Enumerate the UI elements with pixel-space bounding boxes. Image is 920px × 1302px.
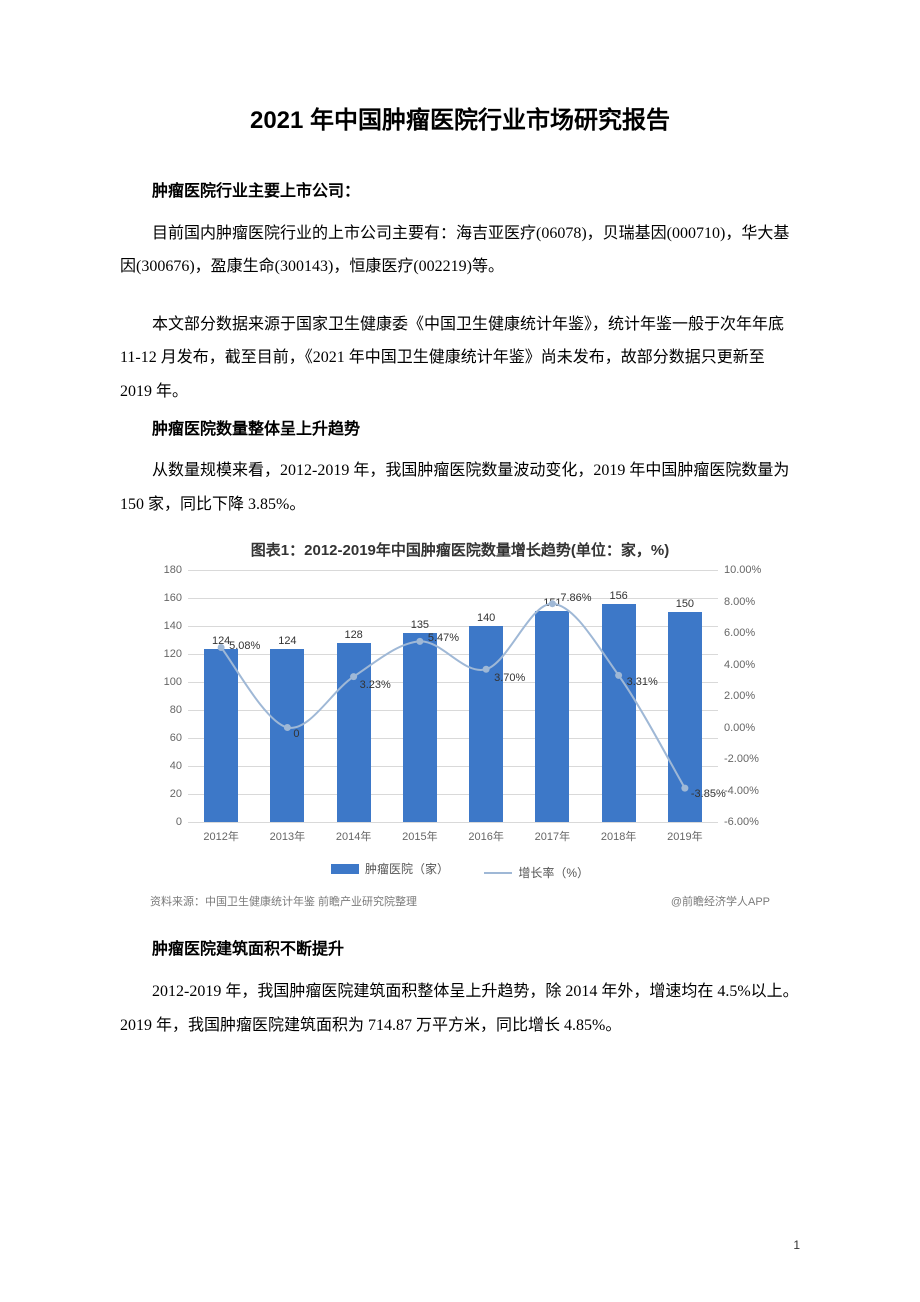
- line-marker: [549, 601, 556, 608]
- chart-plot-area: 020406080100120140160180-6.00%-4.00%-2.0…: [188, 570, 718, 850]
- x-axis-label: 2017年: [535, 828, 570, 844]
- chart-legend: 肿瘤医院（家） 增长率（%）: [150, 860, 770, 881]
- line-marker: [615, 672, 622, 679]
- legend-bar-swatch: [331, 864, 359, 874]
- line-marker: [350, 673, 357, 680]
- y-right-label: 6.00%: [718, 627, 755, 639]
- legend-line-swatch: [484, 872, 512, 874]
- line-marker: [681, 785, 688, 792]
- y-right-label: -6.00%: [718, 816, 759, 828]
- line-value-label: 3.31%: [627, 676, 658, 688]
- y-left-label: 0: [176, 816, 188, 828]
- line-value-label: 3.23%: [360, 679, 391, 691]
- section-heading-trend: 肿瘤医院数量整体呈上升趋势: [120, 413, 800, 447]
- line-value-label: 0: [293, 728, 299, 740]
- legend-line-label: 增长率（%）: [518, 864, 589, 881]
- y-left-label: 180: [164, 564, 188, 576]
- y-right-label: 4.00%: [718, 659, 755, 671]
- line-value-label: -3.85%: [691, 788, 726, 800]
- y-left-label: 20: [170, 788, 188, 800]
- y-left-label: 60: [170, 732, 188, 744]
- chart-grid: 020406080100120140160180-6.00%-4.00%-2.0…: [188, 570, 718, 822]
- page-number: 1: [793, 1238, 800, 1252]
- y-left-label: 120: [164, 648, 188, 660]
- y-right-label: 2.00%: [718, 690, 755, 702]
- y-left-label: 40: [170, 760, 188, 772]
- paragraph-companies: 目前国内肿瘤医院行业的上市公司主要有：海吉亚医疗(06078)，贝瑞基因(000…: [120, 217, 800, 284]
- line-marker: [218, 644, 225, 651]
- x-axis-label: 2012年: [203, 828, 238, 844]
- legend-bar: 肿瘤医院（家）: [331, 860, 449, 877]
- line-marker: [416, 638, 423, 645]
- y-left-label: 160: [164, 592, 188, 604]
- y-right-label: 8.00%: [718, 596, 755, 608]
- y-left-label: 100: [164, 676, 188, 688]
- y-right-label: 10.00%: [718, 564, 761, 576]
- chart-title: 图表1：2012-2019年中国肿瘤医院数量增长趋势(单位：家，%): [120, 539, 800, 560]
- chart-line-svg: [188, 570, 718, 822]
- legend-bar-label: 肿瘤医院（家）: [365, 860, 449, 877]
- line-value-label: 3.70%: [494, 672, 525, 684]
- paragraph-data-source: 本文部分数据来源于国家卫生健康委《中国卫生健康统计年鉴》，统计年鉴一般于次年年底…: [120, 308, 800, 409]
- x-axis-label: 2015年: [402, 828, 437, 844]
- x-axis-label: 2014年: [336, 828, 371, 844]
- section-heading-companies: 肿瘤医院行业主要上市公司：: [120, 175, 800, 209]
- section-heading-area: 肿瘤医院建筑面积不断提升: [120, 933, 800, 967]
- y-right-label: -2.00%: [718, 753, 759, 765]
- chart-container: 020406080100120140160180-6.00%-4.00%-2.0…: [150, 570, 770, 881]
- y-left-label: 80: [170, 704, 188, 716]
- x-axis-label: 2013年: [270, 828, 305, 844]
- legend-line: 增长率（%）: [484, 864, 589, 881]
- line-value-label: 5.08%: [229, 640, 260, 652]
- paragraph-area: 2012-2019 年，我国肿瘤医院建筑面积整体呈上升趋势，除 2014 年外，…: [120, 975, 800, 1042]
- x-axis-label: 2018年: [601, 828, 636, 844]
- chart-source-right: @前瞻经济学人APP: [671, 893, 770, 909]
- y-right-label: 0.00%: [718, 722, 755, 734]
- y-left-label: 140: [164, 620, 188, 632]
- line-value-label: 5.47%: [428, 632, 459, 644]
- grid-line: [188, 822, 718, 823]
- line-marker: [284, 724, 291, 731]
- chart-source-left: 资料来源：中国卫生健康统计年鉴 前瞻产业研究院整理: [150, 893, 417, 909]
- chart-source-row: 资料来源：中国卫生健康统计年鉴 前瞻产业研究院整理 @前瞻经济学人APP: [150, 893, 770, 909]
- paragraph-trend: 从数量规模来看，2012-2019 年，我国肿瘤医院数量波动变化，2019 年中…: [120, 454, 800, 521]
- x-axis-label: 2019年: [667, 828, 702, 844]
- line-value-label: 7.86%: [560, 592, 591, 604]
- document-title: 2021 年中国肿瘤医院行业市场研究报告: [120, 100, 800, 135]
- line-marker: [483, 666, 490, 673]
- x-axis-label: 2016年: [468, 828, 503, 844]
